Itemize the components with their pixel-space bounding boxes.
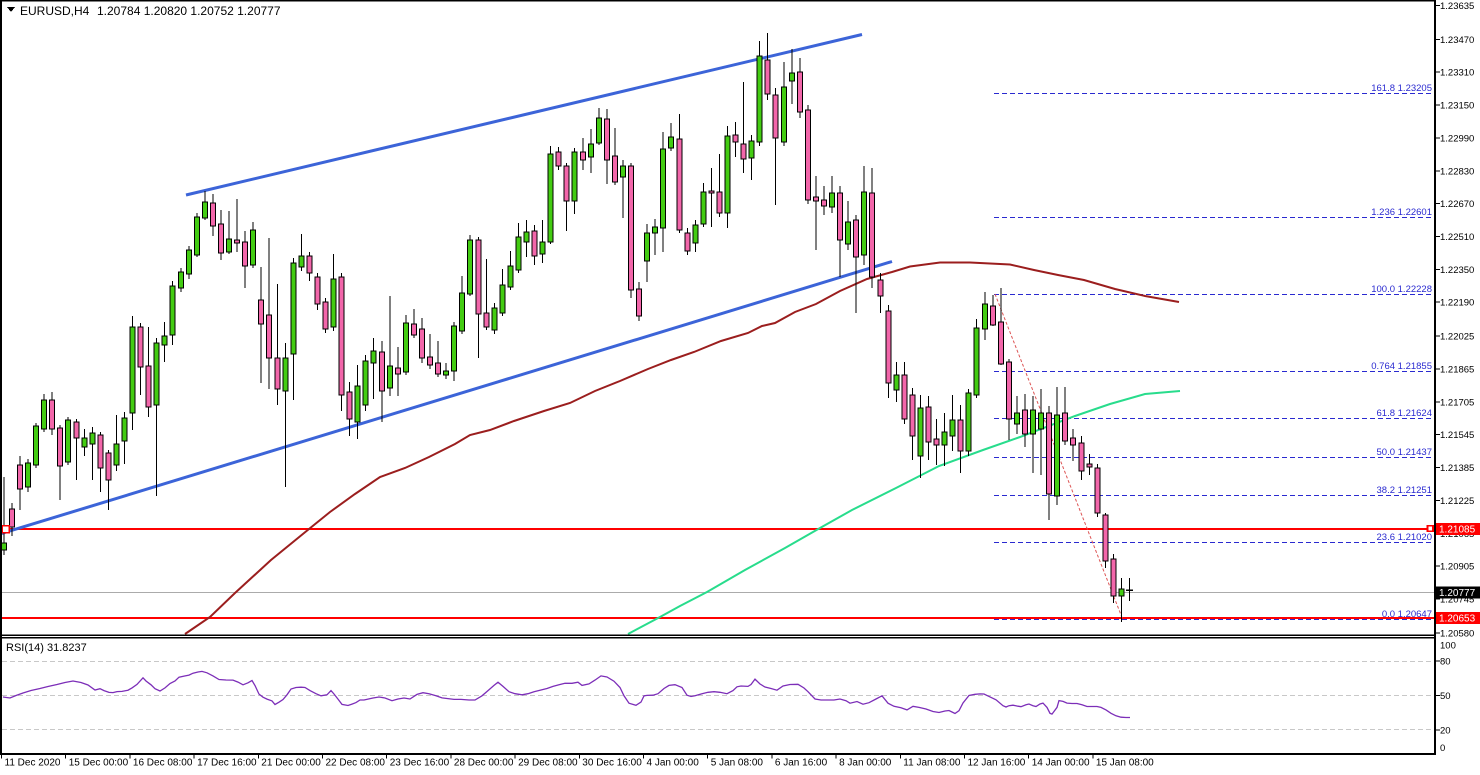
svg-text:RSI(14) 31.8237: RSI(14) 31.8237 — [6, 642, 87, 654]
svg-text:1.21705: 1.21705 — [1440, 397, 1474, 408]
svg-text:12 Jan 16:00: 12 Jan 16:00 — [968, 758, 1026, 769]
svg-text:EURUSD,H4: EURUSD,H4 — [20, 4, 90, 18]
svg-text:17 Dec 16:00: 17 Dec 16:00 — [197, 758, 257, 769]
svg-text:1.20784 1.20820 1.20752 1.2077: 1.20784 1.20820 1.20752 1.20777 — [97, 4, 281, 18]
svg-text:1.21225: 1.21225 — [1440, 496, 1474, 507]
svg-text:1.23150: 1.23150 — [1440, 101, 1474, 112]
svg-text:161.8 1.23205: 161.8 1.23205 — [1371, 83, 1432, 94]
svg-text:30 Dec 16:00: 30 Dec 16:00 — [582, 758, 642, 769]
svg-text:50: 50 — [1440, 691, 1451, 702]
svg-text:1.22990: 1.22990 — [1440, 134, 1474, 145]
svg-text:1.22510: 1.22510 — [1440, 232, 1474, 243]
svg-text:1.20580: 1.20580 — [1440, 628, 1474, 639]
svg-text:100.0 1.22228: 100.0 1.22228 — [1371, 284, 1432, 295]
svg-text:14 Jan 00:00: 14 Jan 00:00 — [1032, 758, 1090, 769]
svg-text:1.22350: 1.22350 — [1440, 265, 1474, 276]
svg-text:1.23470: 1.23470 — [1440, 35, 1474, 46]
svg-text:1.21385: 1.21385 — [1440, 463, 1474, 474]
svg-text:11 Dec 2020: 11 Dec 2020 — [5, 758, 61, 769]
svg-text:0: 0 — [1440, 743, 1445, 754]
svg-text:16 Dec 08:00: 16 Dec 08:00 — [133, 758, 193, 769]
svg-text:5 Jan 08:00: 5 Jan 08:00 — [711, 758, 764, 769]
svg-text:100: 100 — [1440, 641, 1456, 652]
svg-text:22 Dec 08:00: 22 Dec 08:00 — [326, 758, 386, 769]
svg-text:4 Jan 00:00: 4 Jan 00:00 — [647, 758, 700, 769]
svg-text:23 Dec 16:00: 23 Dec 16:00 — [390, 758, 450, 769]
svg-text:1.20777: 1.20777 — [1439, 588, 1476, 599]
svg-text:20: 20 — [1440, 725, 1451, 736]
svg-text:1.23635: 1.23635 — [1440, 1, 1474, 12]
svg-text:1.21085: 1.21085 — [1439, 525, 1476, 536]
svg-text:1.22830: 1.22830 — [1440, 166, 1474, 177]
svg-text:1.22025: 1.22025 — [1440, 332, 1474, 343]
svg-text:1.23310: 1.23310 — [1440, 68, 1474, 79]
svg-text:23.6 1.21020: 23.6 1.21020 — [1377, 532, 1432, 543]
svg-text:61.8 1.21624: 61.8 1.21624 — [1377, 408, 1432, 419]
svg-text:11 Jan 08:00: 11 Jan 08:00 — [903, 758, 961, 769]
svg-text:29 Dec 08:00: 29 Dec 08:00 — [518, 758, 578, 769]
svg-text:1.20653: 1.20653 — [1439, 613, 1476, 624]
svg-text:6 Jan 16:00: 6 Jan 16:00 — [775, 758, 828, 769]
svg-text:50.0 1.21437: 50.0 1.21437 — [1377, 447, 1432, 458]
svg-text:38.2 1.21251: 38.2 1.21251 — [1377, 485, 1432, 496]
svg-text:15 Jan 08:00: 15 Jan 08:00 — [1096, 758, 1154, 769]
svg-text:1.22190: 1.22190 — [1440, 298, 1474, 309]
svg-text:21 Dec 00:00: 21 Dec 00:00 — [261, 758, 321, 769]
svg-text:1.21865: 1.21865 — [1440, 365, 1474, 376]
svg-text:1.236 1.22601: 1.236 1.22601 — [1371, 207, 1432, 218]
svg-text:1.21545: 1.21545 — [1440, 430, 1474, 441]
svg-text:1.22670: 1.22670 — [1440, 199, 1474, 210]
svg-text:0.0 1.20647: 0.0 1.20647 — [1382, 609, 1432, 620]
svg-text:1.20905: 1.20905 — [1440, 562, 1474, 573]
svg-text:0.764 1.21855: 0.764 1.21855 — [1371, 361, 1432, 372]
svg-text:15 Dec 00:00: 15 Dec 00:00 — [69, 758, 129, 769]
svg-text:8 Jan 00:00: 8 Jan 00:00 — [839, 758, 892, 769]
svg-text:80: 80 — [1440, 657, 1451, 668]
svg-text:28 Dec 00:00: 28 Dec 00:00 — [454, 758, 514, 769]
svg-text:1.20745: 1.20745 — [1440, 595, 1474, 606]
